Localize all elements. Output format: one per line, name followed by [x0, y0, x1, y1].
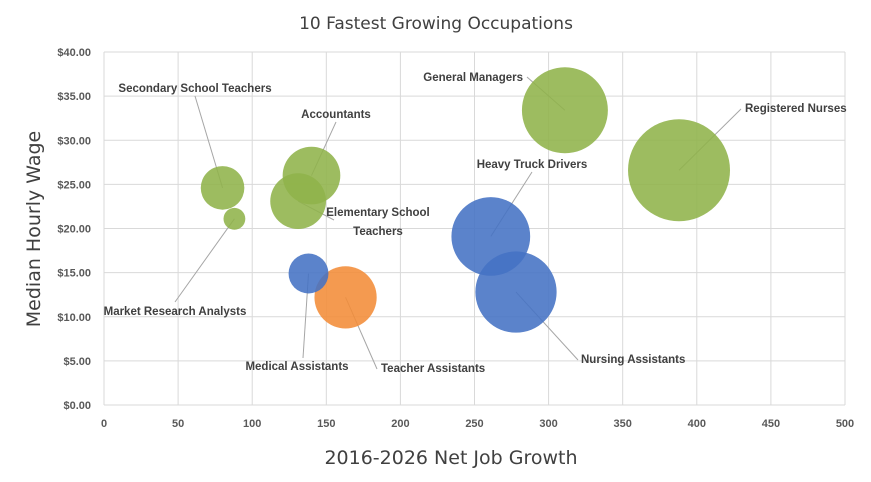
y-tick-label: $10.00 — [57, 312, 91, 324]
y-tick-label: $0.00 — [63, 400, 91, 412]
chart-title: 10 Fastest Growing Occupations — [299, 14, 573, 34]
leader-line — [174, 218, 235, 303]
y-tick-label: $25.00 — [57, 179, 91, 191]
x-tick-label: 450 — [762, 418, 780, 430]
x-tick-label: 0 — [101, 418, 107, 430]
y-axis-title: Median Hourly Wage — [23, 131, 45, 327]
data-label: Secondary School Teachers — [118, 83, 271, 95]
x-tick-label: 400 — [688, 418, 706, 430]
data-label: Teacher Assistants — [381, 363, 485, 375]
y-tick-label: $5.00 — [63, 356, 91, 368]
x-tick-label: 300 — [539, 418, 557, 430]
data-label: General Managers — [423, 72, 523, 84]
data-label: Nursing Assistants — [581, 354, 685, 366]
data-label: Teachers — [353, 226, 403, 238]
bubble-series — [200, 67, 731, 333]
y-tick-label: $15.00 — [57, 268, 91, 280]
data-label: Medical Assistants — [245, 361, 348, 373]
y-tick-label: $35.00 — [57, 91, 91, 103]
bubble-general-managers[interactable] — [521, 67, 608, 154]
x-tick-label: 50 — [172, 418, 184, 430]
x-tick-label: 150 — [317, 418, 335, 430]
bubble-heavy-truck-drivers[interactable] — [451, 197, 531, 276]
x-tick-label: 100 — [243, 418, 261, 430]
data-label: Heavy Truck Drivers — [477, 159, 588, 171]
data-label: Market Research Analysts — [104, 306, 247, 318]
bubble-secondary-school-teachers[interactable] — [200, 166, 245, 210]
y-tick-label: $30.00 — [57, 135, 91, 147]
y-tick-label: $20.00 — [57, 224, 91, 236]
bubble-elementary-school-teachers[interactable] — [270, 173, 327, 230]
x-tick-label: 500 — [836, 418, 854, 430]
gridlines — [103, 51, 846, 406]
data-label: Elementary School — [326, 207, 430, 219]
bubble-medical-assistants[interactable] — [288, 253, 329, 294]
y-axis-ticks: $0.00 $5.00 $10.00 $15.00 $20.00 $25.00 $30.00… — [57, 47, 91, 412]
y-tick-label: $40.00 — [57, 47, 91, 59]
bubble-registered-nurses[interactable] — [628, 119, 731, 222]
x-axis-title: 2016-2026 Net Job Growth — [324, 447, 577, 469]
x-tick-label: 200 — [391, 418, 409, 430]
data-label: Accountants — [301, 109, 371, 121]
bubble-market-research-analysts[interactable] — [223, 207, 246, 230]
data-label: Registered Nurses — [745, 103, 847, 115]
bubble-teacher-assistants[interactable] — [314, 266, 377, 329]
x-tick-label: 350 — [614, 418, 632, 430]
x-axis-ticks: 0 50 100 150 200 250 300 350 400 450 500 — [101, 418, 854, 430]
data-labels: Registered Nurses General Managers Nursing… — [104, 72, 847, 375]
x-tick-label: 250 — [465, 418, 483, 430]
